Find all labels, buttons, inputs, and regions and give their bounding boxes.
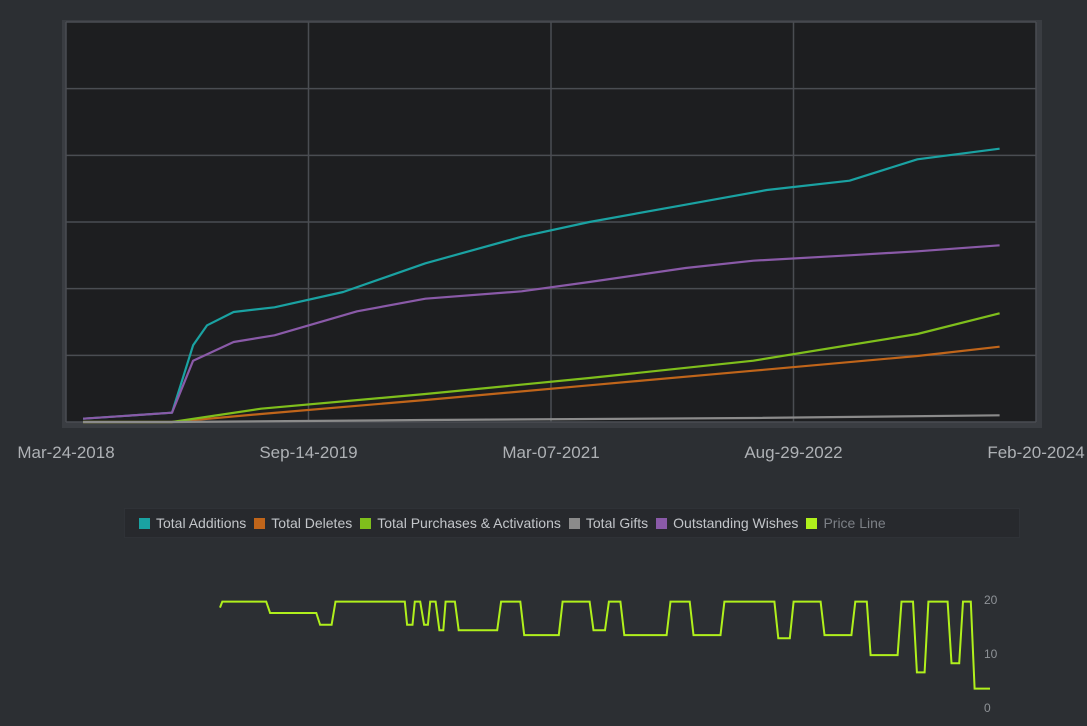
price-axis-tick-labels: 20 10 0: [984, 593, 998, 715]
price-tick-label: 20: [984, 593, 998, 607]
series-line: [83, 312, 1000, 424]
price-chart: 20 10 0: [219, 593, 998, 715]
x-tick-label: Feb-20-2024: [987, 443, 1084, 462]
legend-item-total-purchases[interactable]: Total Purchases & Activations: [360, 515, 561, 531]
legend-swatch: [360, 517, 372, 529]
legend-label: Total Gifts: [585, 515, 649, 531]
legend-label: Total Purchases & Activations: [377, 515, 561, 531]
history-chart: Mar-24-2018 Sep-14-2019 Mar-07-2021 Aug-29-…: [17, 20, 1085, 462]
series-lines: [83, 147, 1000, 424]
series-line: [83, 414, 1000, 424]
legend-item-outstanding-wishes[interactable]: Outstanding Wishes: [656, 515, 798, 531]
series-line: [83, 147, 1000, 420]
legend-swatch: [806, 517, 818, 529]
legend-swatch: [568, 517, 580, 529]
x-tick-label: Mar-24-2018: [17, 443, 114, 462]
legend-swatch: [139, 517, 150, 529]
x-tick-label: Sep-14-2019: [259, 443, 357, 462]
x-tick-label: Mar-07-2021: [502, 443, 599, 462]
chart-legend: Total Additions Total Deletes Total Purc…: [124, 508, 1020, 538]
legend-swatch: [254, 517, 266, 529]
x-axis-tick-labels: Mar-24-2018 Sep-14-2019 Mar-07-2021 Aug-29-…: [17, 443, 1084, 462]
legend-swatch: [656, 517, 668, 529]
legend-item-total-gifts[interactable]: Total Gifts: [568, 515, 649, 531]
price-tick-label: 10: [984, 647, 998, 661]
price-tick-label: 0: [984, 701, 991, 715]
legend-label: Outstanding Wishes: [673, 515, 799, 531]
price-line: [219, 600, 990, 690]
legend-item-price-line[interactable]: Price Line: [806, 515, 886, 531]
legend-item-total-deletes[interactable]: Total Deletes: [254, 515, 352, 531]
legend-label: Price Line: [823, 515, 886, 531]
legend-item-total-additions[interactable]: Total Additions: [139, 515, 246, 531]
x-tick-label: Aug-29-2022: [744, 443, 842, 462]
legend-label: Total Additions: [156, 515, 247, 531]
series-line: [83, 244, 1000, 420]
chart-grid: [65, 21, 1037, 423]
legend-label: Total Deletes: [271, 515, 353, 531]
